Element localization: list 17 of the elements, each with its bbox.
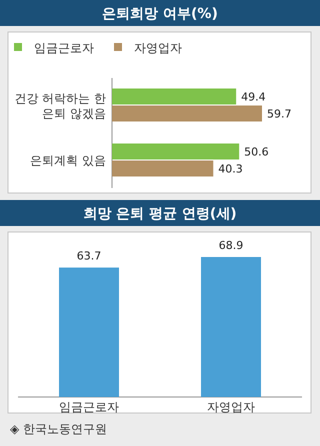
data-label: 40.3 (218, 162, 243, 176)
data-label: 68.9 (218, 239, 244, 252)
data-label: 50.6 (244, 146, 269, 158)
bar (112, 144, 240, 160)
y-tick-label: 은퇴계획 있음 (30, 154, 106, 168)
bar (112, 106, 262, 122)
data-label: 49.4 (241, 90, 266, 104)
legend-label: 자영업자 (134, 41, 182, 55)
text: ◈ 한국노동연구원 (10, 422, 108, 436)
chart-title: 희망 은퇴 평균 연령(세) (83, 206, 237, 222)
data-label: 59.7 (267, 108, 292, 120)
data-label: 63.7 (76, 250, 102, 263)
bar (112, 160, 214, 176)
legend-label: 임금근로자 (34, 41, 94, 55)
chart-title: 은퇴희망 여부(%) (102, 6, 218, 22)
y-tick-label: 건강 허락하는 한 은퇴 않겠음 (14, 92, 106, 120)
bar (112, 88, 236, 104)
